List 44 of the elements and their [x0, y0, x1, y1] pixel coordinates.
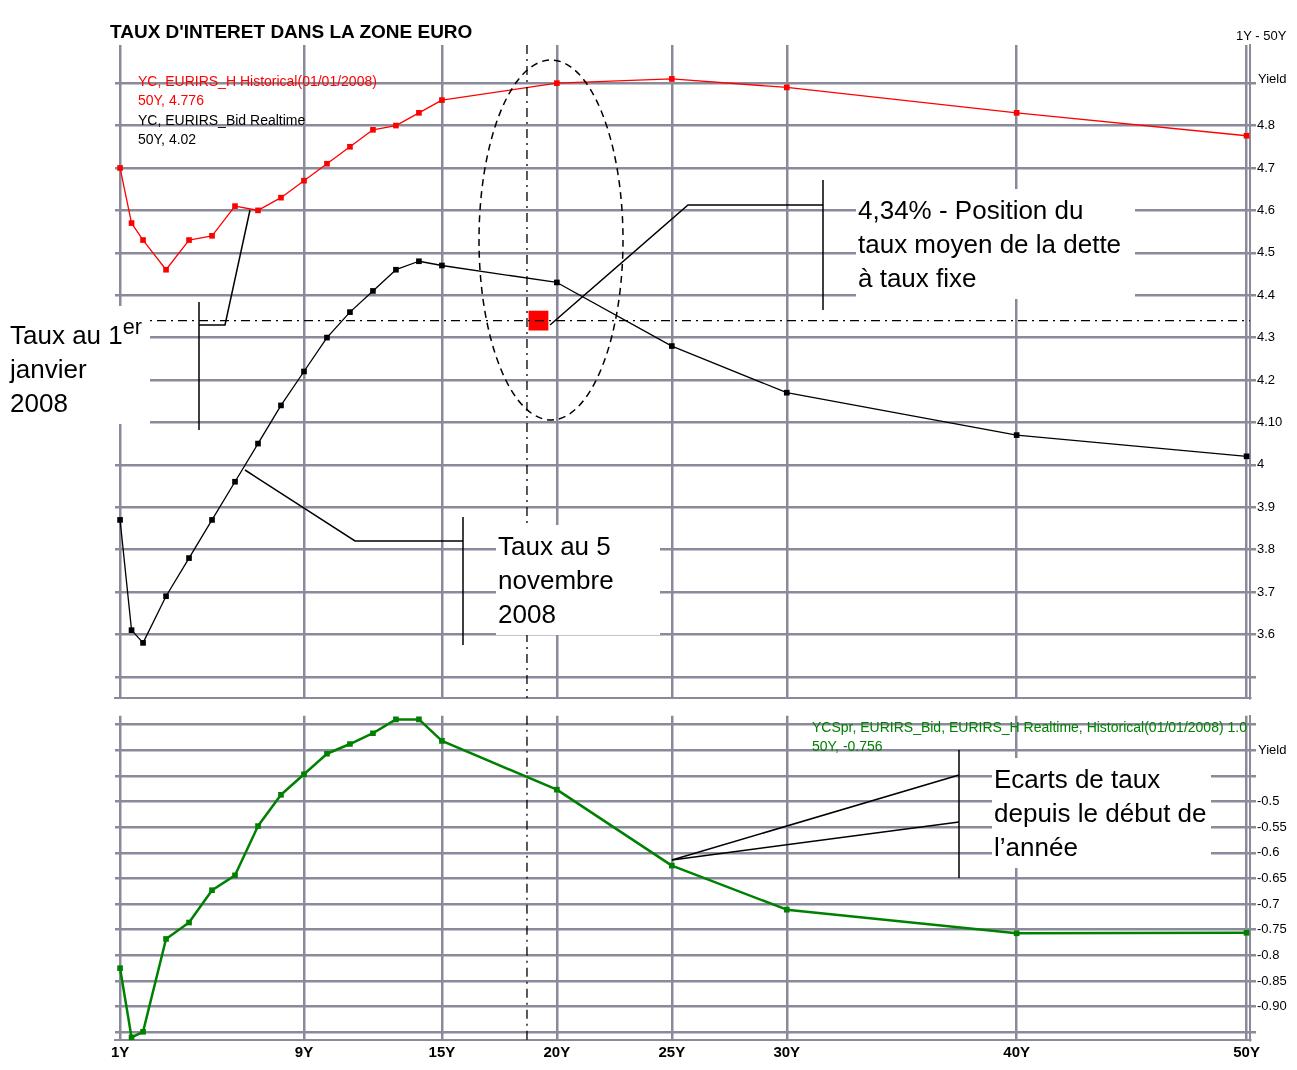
annotation: 50Y, -0.756 [812, 738, 883, 754]
x-tick-label: 15Y [428, 1043, 456, 1061]
y-axis-title: Yield [1258, 741, 1287, 757]
y-tick-label: 4.2 [1257, 371, 1276, 387]
y-tick-label: 4.8 [1257, 117, 1276, 133]
text: YCSpr, EURIRS_Bid, EURIRS_H Realtime, Historical(01/01/2008) 1.0 [812, 719, 1247, 735]
annotation: 50Y, 4.776 [138, 92, 204, 108]
y-tick-label: 3.9 [1257, 498, 1276, 514]
annotation: 50Y, 4.02 [138, 131, 197, 147]
y-tick-label: 4.4 [1257, 286, 1276, 302]
x-tick-label: 40Y [1003, 1043, 1031, 1061]
y-tick-label: -0.55 [1257, 818, 1287, 834]
x-tick-label: 20Y [543, 1043, 571, 1061]
y-tick-label: 3.6 [1257, 625, 1276, 641]
x-tick-label: 25Y [658, 1043, 686, 1061]
y-tick-label: -0.75 [1257, 921, 1287, 937]
y-tick-label: -0.65 [1257, 869, 1287, 885]
y-tick-label: -0.7 [1257, 895, 1280, 911]
text: 1Y - 50Y [1236, 28, 1287, 43]
y-tick-label: -0.90 [1257, 998, 1287, 1014]
x-tick-label: 9Y [294, 1043, 314, 1061]
x-tick-label: 50Y [1233, 1043, 1260, 1061]
y-tick-label: 4.3 [1257, 329, 1276, 345]
y-tick-label: -0.8 [1257, 946, 1280, 962]
x-tick-label: 30Y [773, 1043, 801, 1061]
y-tick-label: -0.85 [1257, 972, 1287, 988]
x-tick-label: 1Y [110, 1043, 130, 1061]
y-axis-title: Yield [1258, 71, 1287, 86]
text: YC, EURIRS_Bid Realtime [138, 112, 306, 128]
y-tick-label: 4.5 [1257, 244, 1276, 260]
y-tick-label: -0.6 [1257, 844, 1280, 860]
chart-title: TAUX D'INTERET DANS LA ZONE EURO [110, 21, 473, 43]
y-tick-label: 3.8 [1257, 541, 1276, 557]
y-tick-label: 4.7 [1257, 159, 1276, 175]
y-tick-label: 4 [1257, 456, 1265, 472]
annotation: Taux au 5 novembre 2008 [496, 525, 660, 635]
y-tick-label: 3.7 [1257, 583, 1276, 599]
text: YC, EURIRS_H Historical(01/01/2008) [138, 73, 377, 89]
y-tick-label: -0.5 [1257, 793, 1280, 809]
annotation: Ecarts de taux depuis le début de l’année [992, 758, 1211, 868]
text: Taux au 1$^{er}$ janvier 2008 [10, 314, 143, 418]
y-tick-label: 4.10 [1257, 413, 1283, 429]
y-tick-label: 4.6 [1257, 201, 1276, 217]
annotation: 4,34% - Position du taux moyen de la dette à taux fixe [856, 189, 1135, 299]
